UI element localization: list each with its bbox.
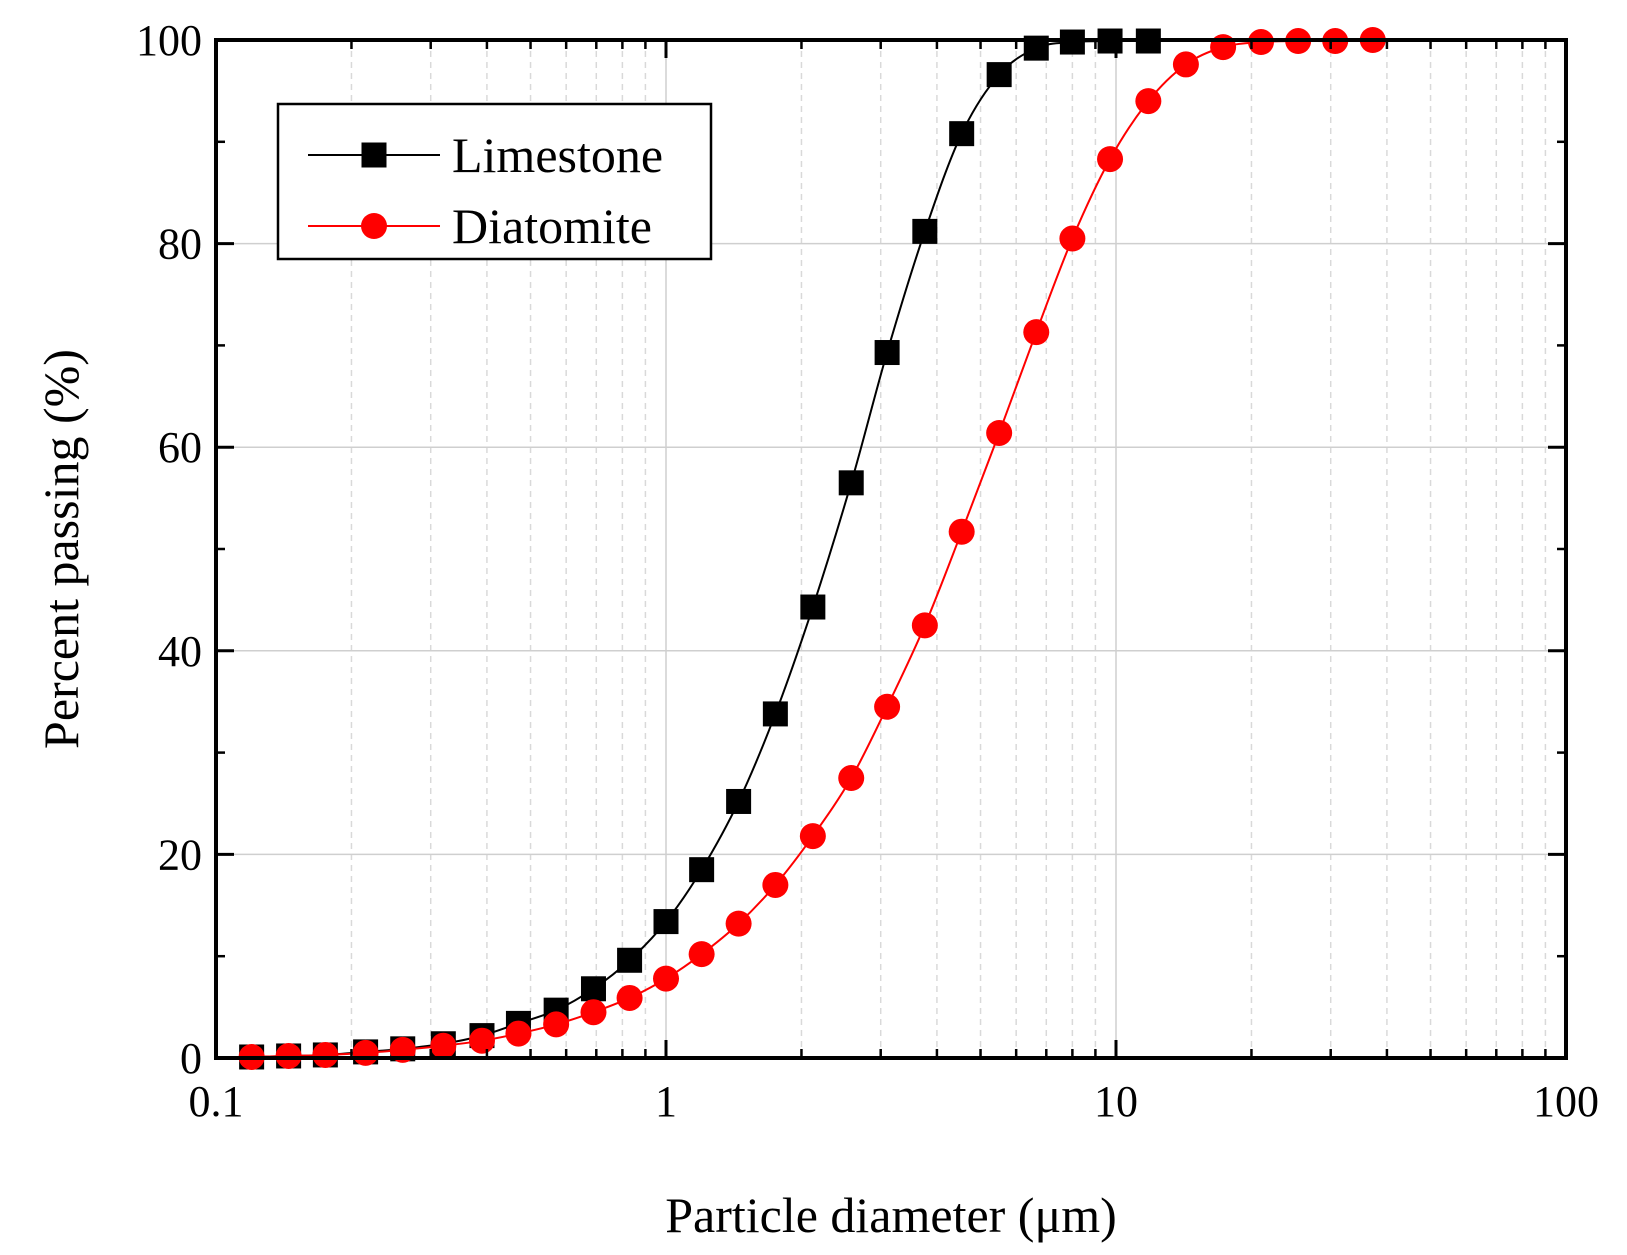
- data-point-diatomite: [986, 419, 1013, 446]
- data-point-limestone: [689, 857, 715, 883]
- data-point-limestone: [580, 976, 606, 1002]
- x-tick-label: 100: [1533, 1077, 1599, 1126]
- data-point-diatomite: [838, 765, 865, 792]
- data-point-diatomite: [1023, 319, 1050, 346]
- data-point-limestone: [874, 340, 900, 366]
- data-point-limestone: [800, 594, 826, 620]
- data-point-limestone: [949, 121, 975, 147]
- data-point-diatomite: [799, 823, 826, 850]
- data-point-diatomite: [352, 1039, 379, 1066]
- x-tick-label: 0.1: [189, 1077, 244, 1126]
- x-tick-label: 1: [655, 1077, 677, 1126]
- data-point-limestone: [726, 788, 752, 814]
- data-point-diatomite: [688, 941, 715, 968]
- y-axis-title: Percent passing (%): [33, 349, 89, 749]
- data-point-diatomite: [1247, 29, 1274, 56]
- data-point-diatomite: [725, 910, 752, 937]
- data-point-limestone: [912, 218, 938, 244]
- data-point-diatomite: [911, 612, 938, 639]
- data-point-diatomite: [468, 1027, 495, 1054]
- axes: 0.1 1 10 100 0 20 40 60 80 100: [136, 16, 1599, 1126]
- y-tick-label: 0: [180, 1034, 202, 1083]
- data-point-diatomite: [1172, 51, 1199, 78]
- data-point-diatomite: [1059, 225, 1086, 252]
- data-point-diatomite: [874, 693, 901, 720]
- data-point-diatomite: [580, 999, 607, 1026]
- series-layer: [238, 27, 1386, 1070]
- data-point-diatomite: [653, 965, 679, 992]
- x-axis-title: Particle diameter (μm): [665, 1187, 1117, 1243]
- data-point-diatomite: [312, 1041, 339, 1068]
- legend-label-limestone: Limestone: [452, 127, 663, 183]
- data-point-diatomite: [430, 1032, 457, 1059]
- data-point-limestone: [653, 909, 679, 935]
- data-point-diatomite: [275, 1042, 302, 1069]
- data-point-diatomite: [762, 871, 789, 898]
- data-point-limestone: [762, 701, 788, 727]
- data-point-limestone: [986, 62, 1012, 88]
- series-diatomite: [238, 27, 1386, 1070]
- y-tick-label: 40: [158, 627, 202, 676]
- legend-box: [276, 102, 713, 261]
- data-point-diatomite: [1135, 88, 1162, 115]
- y-tick-label: 100: [136, 16, 202, 65]
- legend-marker-limestone: [361, 142, 387, 168]
- data-point-limestone: [617, 947, 643, 973]
- y-tick-label: 80: [158, 220, 202, 269]
- y-tick-label: 20: [158, 830, 202, 879]
- x-tick-label: 10: [1094, 1077, 1138, 1126]
- legend-label-diatomite: Diatomite: [452, 198, 652, 254]
- y-tick-label: 60: [158, 423, 202, 472]
- data-point-diatomite: [1097, 146, 1124, 173]
- data-point-limestone: [838, 470, 864, 496]
- data-point-diatomite: [505, 1020, 532, 1047]
- data-point-diatomite: [543, 1011, 570, 1038]
- data-point-diatomite: [948, 518, 975, 545]
- data-point-diatomite: [616, 984, 643, 1011]
- legend: Limestone Diatomite: [276, 102, 713, 261]
- legend-marker-diatomite: [361, 213, 387, 239]
